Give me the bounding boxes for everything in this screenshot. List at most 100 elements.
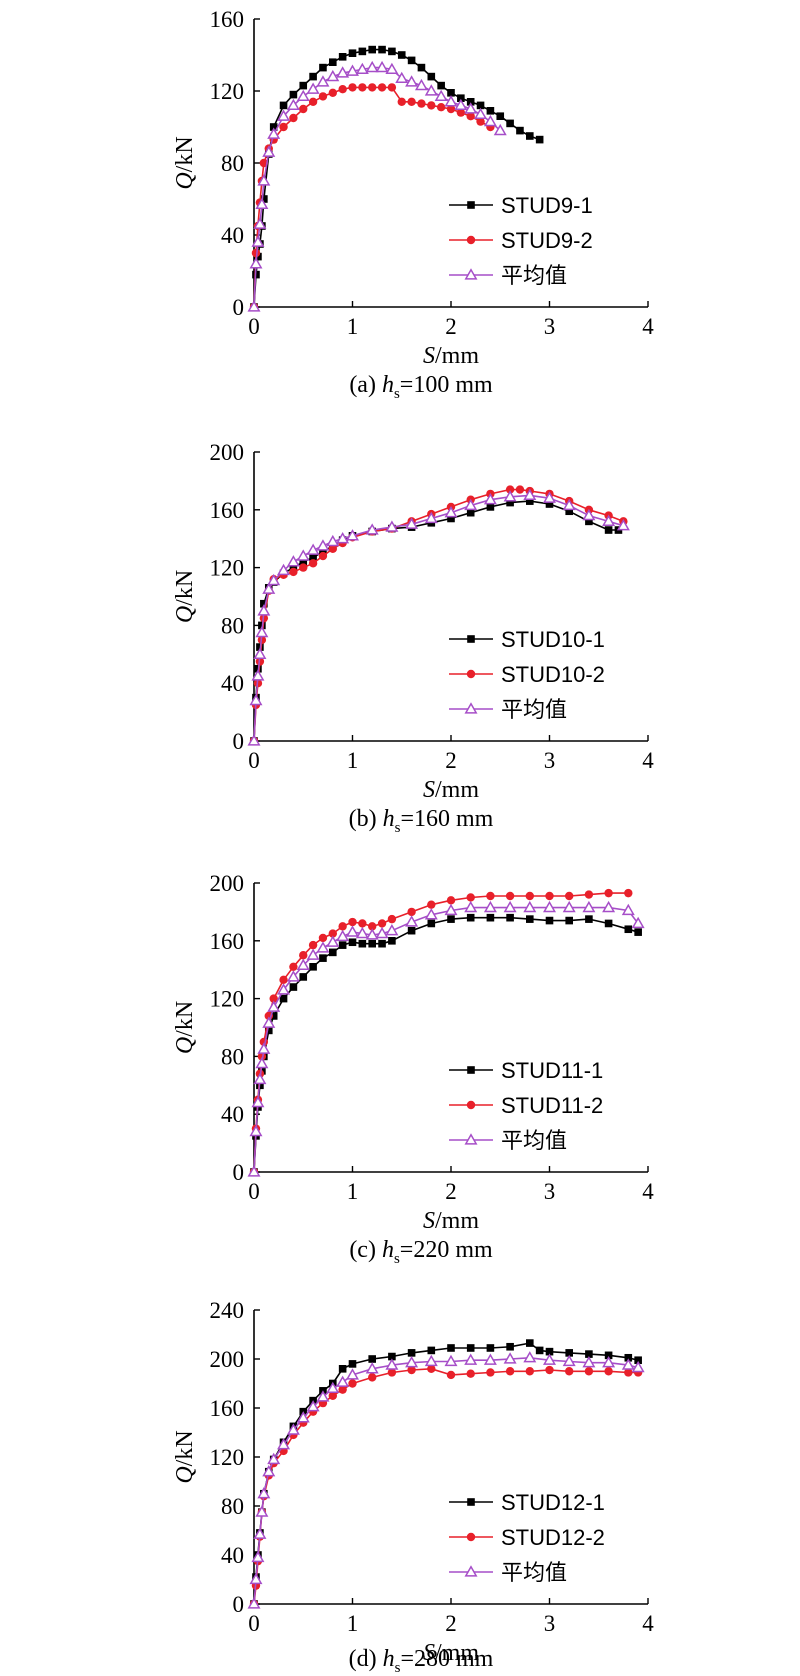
data-point	[299, 81, 308, 90]
x-axis-title-unit: /mm	[435, 343, 479, 369]
y-tick-label: 160	[210, 498, 245, 523]
y-tick-label: 160	[210, 7, 245, 32]
data-point	[247, 1597, 261, 1609]
data-point	[464, 900, 478, 913]
y-tick-label: 80	[221, 613, 244, 638]
data-point	[407, 907, 416, 917]
data-point	[621, 903, 635, 916]
x-tick-label: 4	[642, 314, 654, 339]
data-point	[319, 63, 327, 72]
y-axis-title-unit: /kN	[172, 136, 198, 172]
x-tick-label: 3	[544, 1179, 556, 1204]
legend-item: STUD9-2	[449, 228, 593, 253]
data-point	[493, 123, 507, 136]
x-axis-title-unit: /mm	[435, 777, 479, 803]
data-point	[407, 56, 416, 65]
data-point	[503, 900, 517, 913]
caption-var: h	[383, 1646, 395, 1672]
data-point	[338, 53, 347, 61]
x-tick-label: 0	[248, 1611, 260, 1636]
x-tick-label: 0	[248, 314, 260, 339]
x-tick-label: 4	[642, 1179, 654, 1204]
data-point	[486, 1368, 495, 1377]
data-point	[296, 549, 310, 561]
x-tick-label: 3	[544, 748, 556, 773]
data-point	[262, 1016, 276, 1028]
data-point	[348, 83, 357, 92]
legend-label: STUD10-1	[501, 627, 605, 652]
data-point	[269, 994, 278, 1003]
legend-item: STUD12-1	[449, 1490, 605, 1515]
data-point	[395, 71, 409, 84]
series-1	[249, 888, 633, 1177]
data-point	[565, 1349, 573, 1357]
data-point	[328, 88, 337, 98]
data-point	[405, 517, 419, 529]
legend-item: 平均值	[449, 264, 567, 289]
data-point	[602, 900, 616, 913]
data-point	[326, 1381, 340, 1394]
legend-label: STUD9-1	[501, 193, 593, 218]
y-tick-label: 120	[210, 987, 245, 1012]
caption-sub: s	[395, 820, 401, 836]
data-point	[346, 64, 359, 76]
data-point	[624, 1353, 633, 1362]
data-point	[249, 1572, 263, 1585]
data-point	[251, 248, 261, 258]
data-point	[385, 1358, 399, 1370]
data-point	[277, 983, 291, 995]
legend-label: 平均值	[501, 698, 567, 723]
data-point	[279, 122, 288, 132]
data-point	[543, 900, 556, 913]
data-point	[604, 888, 613, 898]
series-line	[253, 1342, 639, 1605]
data-point	[466, 1369, 475, 1378]
data-point	[486, 1344, 495, 1352]
data-point	[368, 45, 376, 54]
data-point	[602, 514, 616, 527]
data-point	[289, 113, 298, 123]
data-point	[565, 1367, 574, 1376]
caption-suffix: =280 mm	[400, 1646, 493, 1672]
data-point	[604, 1367, 613, 1376]
legend-marker	[464, 702, 478, 714]
data-point	[329, 58, 337, 66]
data-point	[326, 935, 340, 947]
x-tick-label: 4	[642, 748, 654, 773]
data-point	[346, 925, 359, 937]
legend-label: 平均值	[501, 1561, 567, 1586]
data-point	[476, 117, 485, 126]
data-point	[289, 567, 298, 577]
data-point	[286, 555, 300, 567]
data-point	[289, 962, 298, 972]
y-tick-label: 0	[233, 729, 245, 754]
y-tick-label: 200	[210, 871, 245, 896]
data-point	[316, 539, 330, 551]
data-point	[525, 1367, 534, 1376]
data-point	[621, 1358, 635, 1370]
data-point	[299, 563, 308, 572]
data-point	[565, 891, 574, 901]
data-point	[483, 900, 497, 913]
data-point	[447, 1344, 455, 1352]
data-point	[267, 127, 281, 139]
data-point	[447, 514, 455, 523]
y-tick-label: 80	[221, 1044, 244, 1069]
data-point	[377, 83, 387, 92]
series-2	[247, 900, 645, 1177]
data-point	[253, 217, 267, 229]
x-tick-label: 2	[445, 314, 457, 339]
caption-prefix: (d)	[349, 1646, 383, 1672]
data-point	[336, 66, 350, 78]
x-tick-label: 4	[642, 1611, 654, 1636]
data-point	[515, 485, 525, 494]
data-point	[582, 508, 596, 521]
y-axis-title-unit: /kN	[172, 570, 198, 606]
data-point	[506, 913, 514, 922]
x-axis-title: S/mm	[423, 1640, 479, 1666]
chart-panel-d: 0 1 2 3 404080120160200240S/mmQ/kNSTUD12-1ST…	[172, 1298, 654, 1676]
data-point	[375, 926, 389, 939]
data-point	[348, 1379, 357, 1388]
y-axis-title-var: Q	[172, 606, 198, 623]
data-point	[624, 888, 633, 898]
